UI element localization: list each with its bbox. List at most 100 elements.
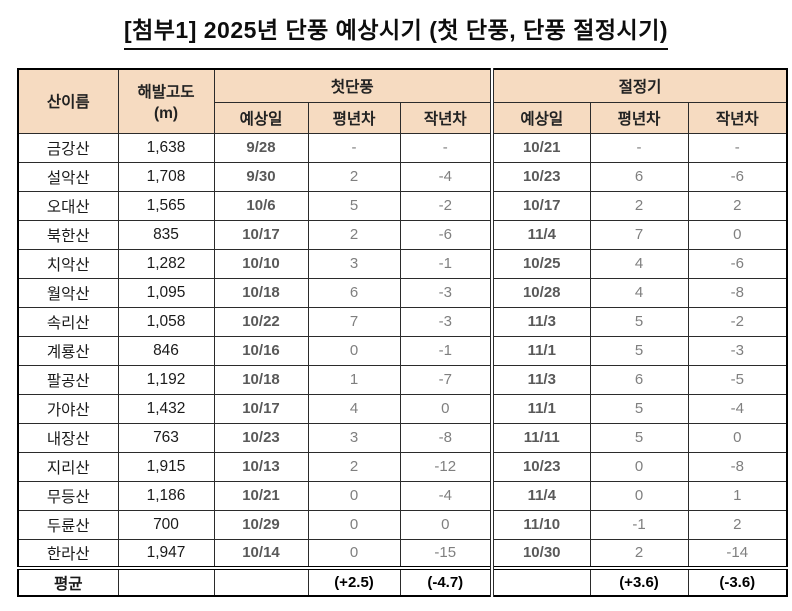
peak-expected-date-cell: 11/4 <box>490 219 591 250</box>
header-group-row: 산이름 해발고도 (m) 첫단풍 절정기 <box>17 68 788 134</box>
elevation-cell: 1,638 <box>117 132 215 163</box>
first-vs-last-cell: -3 <box>399 277 493 308</box>
first-vs-last-cell: -12 <box>399 451 493 482</box>
first-expected-date-cell: 10/17 <box>213 219 309 250</box>
peak-vs-normal-cell: 5 <box>589 422 689 453</box>
first-vs-normal-cell: 3 <box>307 248 401 279</box>
average-peak-vs-normal-cell: (+3.6) <box>589 566 689 597</box>
peak-expected-date-cell: 10/23 <box>490 451 591 482</box>
table-row: 속리산 1,058 10/22 7 -3 11/3 5 -2 <box>17 306 788 337</box>
first-expected-date-cell: 10/23 <box>213 422 309 453</box>
elevation-cell: 1,192 <box>117 364 215 395</box>
peak-expected-date-cell: 10/21 <box>490 132 591 163</box>
col-header-peak-vs-normal: 평년차 <box>589 101 689 134</box>
mountain-name-cell: 계룡산 <box>17 335 119 366</box>
col-header-first-expected-date: 예상일 <box>213 101 309 134</box>
col-header-peak-expected-date: 예상일 <box>490 101 591 134</box>
average-elevation-cell <box>117 566 215 597</box>
col-header-elevation-line2: (m) <box>153 104 179 122</box>
col-header-peak-vs-last-year: 작년차 <box>687 101 788 134</box>
first-vs-normal-cell: 2 <box>307 219 401 250</box>
first-vs-normal-cell: 5 <box>307 190 401 221</box>
peak-vs-last-cell: 0 <box>687 422 788 453</box>
average-first-vs-last-cell: (-4.7) <box>399 566 493 597</box>
table-header: 산이름 해발고도 (m) 첫단풍 절정기 예상일 평년차 작년차 예상일 평년차… <box>17 68 788 134</box>
peak-vs-last-cell: -6 <box>687 248 788 279</box>
first-vs-normal-cell: 0 <box>307 538 401 569</box>
peak-expected-date-cell: 11/10 <box>490 509 591 540</box>
peak-vs-normal-cell: 5 <box>589 306 689 337</box>
peak-expected-date-cell: 11/4 <box>490 480 591 511</box>
elevation-cell: 1,915 <box>117 451 215 482</box>
mountain-name-cell: 가야산 <box>17 393 119 424</box>
peak-vs-normal-cell: 6 <box>589 161 689 192</box>
table-row: 오대산 1,565 10/6 5 -2 10/17 2 2 <box>17 190 788 221</box>
first-vs-last-cell: -6 <box>399 219 493 250</box>
mountain-name-cell: 북한산 <box>17 219 119 250</box>
col-header-first-vs-normal: 평년차 <box>307 101 401 134</box>
elevation-cell: 1,708 <box>117 161 215 192</box>
peak-vs-normal-cell: -1 <box>589 509 689 540</box>
table-row: 설악산 1,708 9/30 2 -4 10/23 6 -6 <box>17 161 788 192</box>
peak-expected-date-cell: 10/25 <box>490 248 591 279</box>
first-expected-date-cell: 10/22 <box>213 306 309 337</box>
peak-expected-date-cell: 10/17 <box>490 190 591 221</box>
title-container: [첨부1] 2025년 단풍 예상시기 (첫 단풍, 단풍 절정시기) <box>0 0 792 50</box>
peak-vs-last-cell: -14 <box>687 538 788 569</box>
table-row: 금강산 1,638 9/28 - - 10/21 - - <box>17 132 788 163</box>
peak-vs-last-cell: -2 <box>687 306 788 337</box>
first-vs-last-cell: 0 <box>399 509 493 540</box>
first-expected-date-cell: 10/18 <box>213 277 309 308</box>
first-vs-normal-cell: 6 <box>307 277 401 308</box>
first-vs-normal-cell: 2 <box>307 451 401 482</box>
first-vs-last-cell: 0 <box>399 393 493 424</box>
peak-expected-date-cell: 10/28 <box>490 277 591 308</box>
peak-vs-last-cell: 2 <box>687 190 788 221</box>
first-vs-normal-cell: 3 <box>307 422 401 453</box>
first-vs-normal-cell: - <box>307 132 401 163</box>
mountain-name-cell: 치악산 <box>17 248 119 279</box>
mountain-name-cell: 무등산 <box>17 480 119 511</box>
first-vs-last-cell: -4 <box>399 480 493 511</box>
peak-vs-last-cell: -8 <box>687 277 788 308</box>
first-vs-last-cell: -1 <box>399 248 493 279</box>
first-expected-date-cell: 10/17 <box>213 393 309 424</box>
col-header-elevation: 해발고도 (m) <box>117 68 215 134</box>
peak-vs-last-cell: -6 <box>687 161 788 192</box>
first-vs-last-cell: -2 <box>399 190 493 221</box>
peak-vs-normal-cell: 5 <box>589 393 689 424</box>
first-vs-last-cell: -3 <box>399 306 493 337</box>
peak-vs-normal-cell: 4 <box>589 277 689 308</box>
first-vs-last-cell: - <box>399 132 493 163</box>
table-row: 치악산 1,282 10/10 3 -1 10/25 4 -6 <box>17 248 788 279</box>
first-vs-normal-cell: 2 <box>307 161 401 192</box>
first-vs-normal-cell: 1 <box>307 364 401 395</box>
mountain-name-cell: 월악산 <box>17 277 119 308</box>
table-row: 한라산 1,947 10/14 0 -15 10/30 2 -14 <box>17 538 788 569</box>
peak-vs-last-cell: -8 <box>687 451 788 482</box>
first-vs-normal-cell: 0 <box>307 335 401 366</box>
first-expected-date-cell: 10/6 <box>213 190 309 221</box>
table-footer: 평균 (+2.5) (-4.7) (+3.6) (-3.6) <box>17 566 788 597</box>
peak-vs-last-cell: 1 <box>687 480 788 511</box>
table-row: 계룡산 846 10/16 0 -1 11/1 5 -3 <box>17 335 788 366</box>
first-vs-normal-cell: 0 <box>307 480 401 511</box>
table-row: 북한산 835 10/17 2 -6 11/4 7 0 <box>17 219 788 250</box>
first-vs-last-cell: -7 <box>399 364 493 395</box>
elevation-cell: 1,095 <box>117 277 215 308</box>
table-body: 금강산 1,638 9/28 - - 10/21 - - 설악산 1,708 9… <box>17 132 788 569</box>
mountain-name-cell: 팔공산 <box>17 364 119 395</box>
foliage-forecast-table: 산이름 해발고도 (m) 첫단풍 절정기 예상일 평년차 작년차 예상일 평년차… <box>17 68 789 597</box>
peak-expected-date-cell: 11/3 <box>490 364 591 395</box>
first-vs-last-cell: -8 <box>399 422 493 453</box>
first-expected-date-cell: 9/30 <box>213 161 309 192</box>
elevation-cell: 763 <box>117 422 215 453</box>
peak-vs-last-cell: 2 <box>687 509 788 540</box>
first-expected-date-cell: 9/28 <box>213 132 309 163</box>
table-row: 가야산 1,432 10/17 4 0 11/1 5 -4 <box>17 393 788 424</box>
average-label-cell: 평균 <box>17 566 119 597</box>
mountain-name-cell: 금강산 <box>17 132 119 163</box>
elevation-cell: 1,565 <box>117 190 215 221</box>
peak-expected-date-cell: 11/11 <box>490 422 591 453</box>
